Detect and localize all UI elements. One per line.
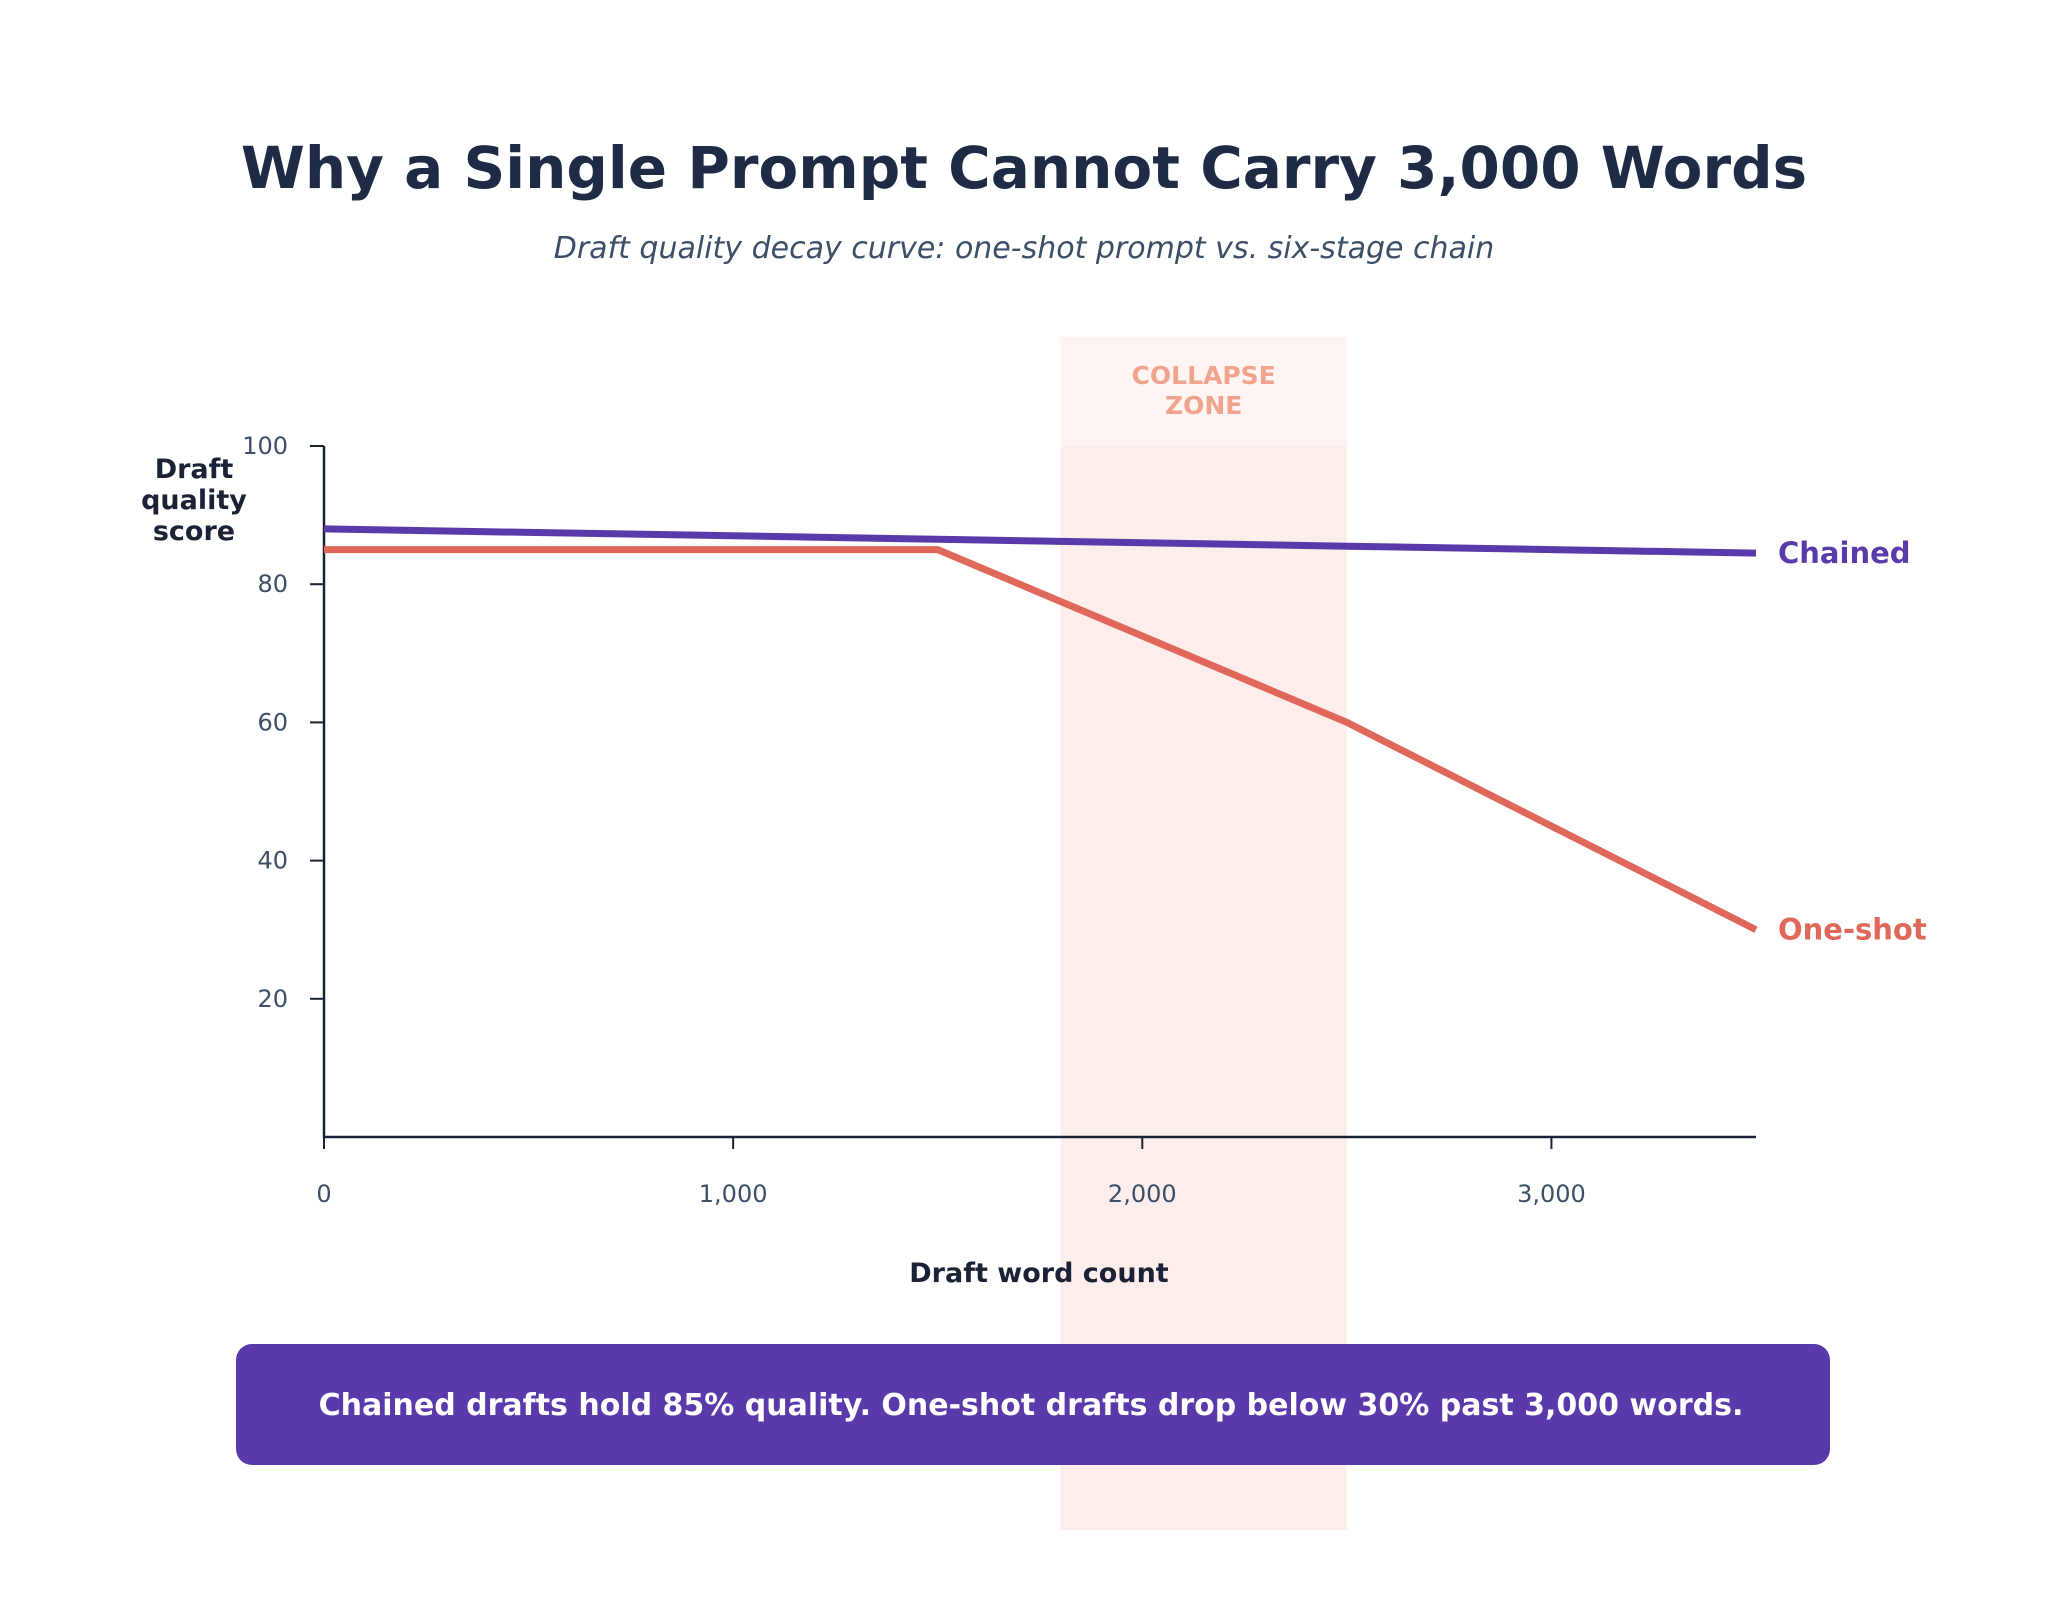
series-line-one-shot [324, 546, 1758, 933]
chart-title: Why a Single Prompt Cannot Carry 3,000 W… [241, 134, 1807, 202]
callout-text: Chained drafts hold 85% quality. One-sho… [319, 1388, 1744, 1423]
x-tick-label-1,000: 1,000 [699, 1180, 768, 1208]
series-line-chained [323, 525, 1757, 557]
axes: 20 40 60 80 100 0 1,000 2,000 3,000 Draftqualitys… [141, 432, 1756, 1208]
collapse-zone-label-1: COLLAPSE [1132, 361, 1276, 390]
y-tick-label-100: 100 [242, 432, 288, 460]
y-tick-label-80: 80 [257, 570, 288, 598]
x-axis-label: Draft word count [909, 1258, 1169, 1289]
x-tick-label-3,000: 3,000 [1517, 1180, 1586, 1208]
y-axis-label-line-1: Draft [155, 454, 234, 485]
y-tick-label-40: 40 [257, 847, 288, 875]
y-tick-label-20: 20 [257, 985, 288, 1013]
series-label-chained: Chained [1778, 536, 1911, 570]
x-tick-label-2,000: 2,000 [1108, 1180, 1177, 1208]
chart-subtitle: Draft quality decay curve: one-shot prom… [554, 231, 1495, 266]
collapse-zone-header-band [1060, 337, 1347, 446]
series-lines: Chained One-shot [323, 525, 1927, 947]
callout-box [236, 1344, 1830, 1465]
x-tick-label-0: 0 [316, 1180, 331, 1208]
collapse-zone-label-2: ZONE [1165, 391, 1242, 420]
y-tick-label-60: 60 [257, 708, 288, 736]
y-axis-label-line-2: quality [141, 485, 247, 516]
series-label-one-shot: One-shot [1778, 913, 1927, 947]
y-axis-label-line-3: score [153, 516, 235, 547]
